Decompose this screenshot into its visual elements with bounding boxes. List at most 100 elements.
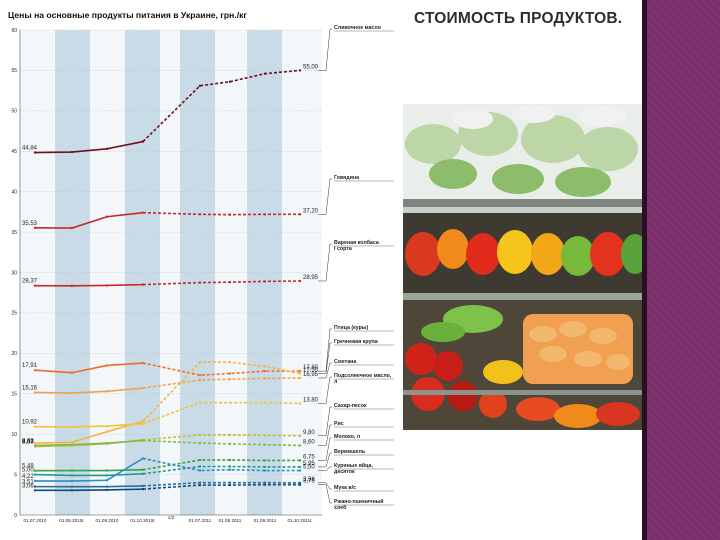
data-point bbox=[263, 377, 267, 380]
data-point bbox=[70, 391, 74, 395]
data-point bbox=[263, 459, 267, 462]
x-tick-label: 01.09.2010 bbox=[96, 518, 119, 523]
data-point bbox=[228, 442, 232, 446]
data-point bbox=[105, 284, 109, 287]
series-line-solid bbox=[34, 457, 144, 482]
data-point bbox=[141, 484, 145, 488]
data-point bbox=[198, 378, 202, 382]
series-line-solid bbox=[34, 140, 144, 154]
data-point bbox=[70, 489, 74, 492]
data-point bbox=[70, 474, 74, 477]
legend-label: Ржано-пшеничный bbox=[334, 498, 384, 505]
legend-label: Сливочное масло bbox=[334, 25, 382, 31]
end-value-label: 13,80 bbox=[303, 397, 319, 403]
data-point bbox=[33, 444, 37, 447]
start-value-label: 4,22 bbox=[22, 474, 34, 480]
series-line-solid bbox=[34, 485, 144, 488]
x-tick-label: 01.08.2010г. bbox=[59, 518, 84, 523]
data-point bbox=[198, 401, 202, 404]
legend-connector bbox=[318, 424, 332, 446]
series-line-solid bbox=[34, 283, 144, 287]
data-point bbox=[263, 434, 267, 437]
data-point bbox=[198, 469, 202, 472]
legend-label: Птица (куры) bbox=[334, 325, 368, 331]
data-point bbox=[198, 481, 202, 484]
chart-title: Цены на основные продукты питания в Укра… bbox=[8, 10, 247, 20]
end-value-label: 6,75 bbox=[303, 454, 315, 460]
start-value-label: 5,48 bbox=[22, 464, 34, 470]
series-line-solid bbox=[34, 362, 144, 374]
legend-connector bbox=[318, 452, 332, 468]
data-point bbox=[141, 439, 145, 442]
data-point bbox=[228, 481, 232, 484]
data-point bbox=[263, 483, 267, 486]
data-point bbox=[228, 281, 232, 284]
end-value-label: 5,95 bbox=[303, 461, 315, 467]
data-point bbox=[198, 483, 202, 487]
series-line-solid bbox=[34, 472, 144, 477]
data-point bbox=[33, 485, 37, 488]
data-point bbox=[263, 213, 267, 216]
legend-label: Мука в/с bbox=[334, 485, 356, 491]
data-point bbox=[33, 425, 37, 428]
data-point bbox=[263, 469, 267, 472]
data-point bbox=[33, 391, 37, 394]
data-point bbox=[298, 376, 302, 380]
y-tick-label: 20 bbox=[11, 351, 17, 357]
data-point bbox=[198, 465, 202, 468]
data-point bbox=[105, 390, 109, 393]
legend-connector bbox=[318, 484, 332, 504]
start-value-label: 5,00 bbox=[22, 468, 34, 474]
data-point bbox=[298, 402, 302, 405]
x-tick-label: 01.10.2010г. bbox=[130, 518, 155, 523]
data-point bbox=[141, 361, 145, 365]
data-point bbox=[141, 468, 145, 471]
data-point bbox=[105, 364, 109, 367]
data-point bbox=[298, 465, 302, 469]
legend-connector bbox=[318, 437, 332, 461]
start-value-label: 15,16 bbox=[22, 385, 38, 391]
data-point bbox=[105, 488, 109, 492]
legend-label: л bbox=[334, 379, 337, 385]
data-point bbox=[70, 479, 74, 483]
legend-label: Молоко, л bbox=[334, 434, 360, 440]
end-value-label: 8,60 bbox=[303, 439, 315, 445]
start-value-label: 10,92 bbox=[22, 420, 38, 426]
data-point bbox=[298, 481, 302, 485]
data-point bbox=[141, 457, 145, 460]
data-point bbox=[298, 444, 302, 447]
data-point bbox=[33, 469, 37, 472]
data-point bbox=[105, 147, 109, 151]
legend-label: Сахар-песок bbox=[334, 403, 367, 409]
y-tick-label: 25 bbox=[11, 311, 17, 317]
series-line-solid bbox=[34, 439, 144, 447]
data-point bbox=[298, 372, 302, 375]
data-point bbox=[70, 425, 74, 429]
data-point bbox=[298, 459, 302, 462]
slide-title: СТОИМОСТЬ ПРОДУКТОВ. bbox=[414, 10, 623, 27]
y-tick-label: 50 bbox=[11, 109, 17, 115]
legend-connector bbox=[318, 328, 332, 372]
legend-connector bbox=[318, 178, 332, 215]
data-point bbox=[263, 401, 267, 404]
data-point bbox=[70, 371, 74, 374]
shaded-band bbox=[125, 30, 160, 515]
data-point bbox=[263, 369, 267, 373]
start-value-label: 28,37 bbox=[22, 279, 38, 285]
x-tick-label: 01.08.2011 bbox=[219, 518, 242, 523]
legend-label: Гречневая крупа bbox=[334, 339, 378, 345]
data-point bbox=[228, 483, 232, 487]
data-point bbox=[70, 284, 74, 288]
legend-label: Сметана bbox=[334, 359, 356, 365]
data-point bbox=[198, 84, 202, 87]
price-line-chart: 0 5 10 15 20 25 30 35 40 45 50 55 60 01.07.2010 01.08.… bbox=[8, 10, 394, 523]
data-point bbox=[141, 422, 145, 425]
data-point bbox=[263, 443, 267, 446]
legend-connector bbox=[318, 362, 332, 379]
start-value-label: 3,51 bbox=[22, 480, 34, 486]
end-value-label: 17,80 bbox=[303, 365, 319, 371]
legend-connector bbox=[318, 466, 332, 471]
data-point bbox=[298, 69, 302, 72]
data-point bbox=[70, 150, 74, 154]
